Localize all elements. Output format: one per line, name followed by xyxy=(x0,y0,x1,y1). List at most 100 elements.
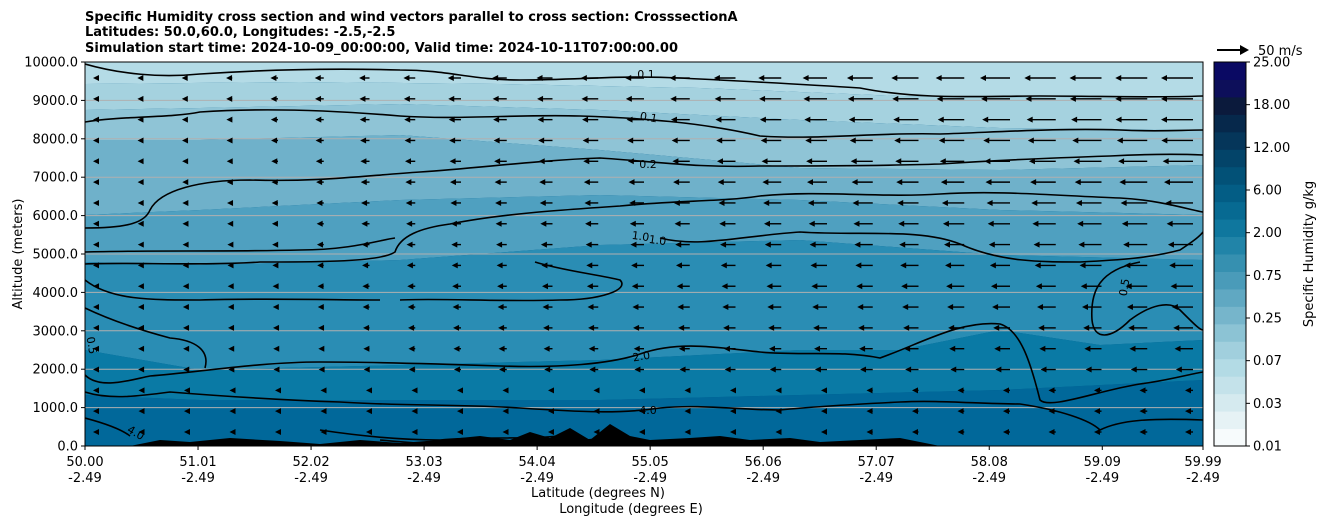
wind-arrow xyxy=(320,408,327,415)
colorbar-tick-label: 0.07 xyxy=(1253,354,1282,369)
wind-arrow xyxy=(453,366,461,373)
wind-arrow xyxy=(320,429,327,435)
colorbar-tick-label: 25.00 xyxy=(1253,56,1290,71)
wind-arrow xyxy=(1166,220,1193,227)
wind-arrow xyxy=(448,95,461,102)
quiver-key-label: 50 m/s xyxy=(1258,44,1303,59)
colorbar-segment xyxy=(1214,184,1246,203)
wind-arrow xyxy=(895,158,919,165)
plot-area: 0.10.10.21.01.00.50.52.04.04.0 xyxy=(85,62,1203,446)
wind-arrow xyxy=(93,408,99,415)
wind-arrow xyxy=(93,283,99,290)
x-tick-label-lon: -2.49 xyxy=(181,471,215,486)
wind-arrow xyxy=(492,75,507,81)
terrain xyxy=(130,424,940,446)
quiver-key: 50 m/s xyxy=(1217,44,1303,59)
wind-arrow xyxy=(761,158,782,165)
wind-arrow xyxy=(1139,408,1148,415)
wind-arrow xyxy=(639,429,645,435)
wind-arrow xyxy=(670,116,690,123)
wind-arrow xyxy=(227,262,234,269)
wind-arrow xyxy=(716,158,736,165)
wind-arrow xyxy=(1163,179,1193,186)
wind-arrow xyxy=(730,408,736,415)
wind-arrow xyxy=(627,137,644,144)
contour-line xyxy=(85,191,1203,265)
wind-arrow xyxy=(904,345,919,352)
wind-arrow xyxy=(593,408,600,415)
chart-title-line-3: Simulation start time: 2024-10-09_00:00:… xyxy=(85,41,678,56)
x-tick-label-lon: -2.49 xyxy=(520,471,554,486)
wind-arrow xyxy=(719,220,736,227)
wind-arrow xyxy=(541,262,553,269)
wind-arrow xyxy=(93,387,99,394)
wind-arrow xyxy=(935,75,965,81)
x-tick-label-lat: 50.00 xyxy=(66,455,103,470)
wind-arrow xyxy=(894,137,919,144)
wind-arrow xyxy=(813,324,827,331)
wind-arrow xyxy=(93,199,99,206)
wind-arrow xyxy=(359,75,370,81)
wind-arrow xyxy=(226,179,233,186)
wind-arrow xyxy=(938,137,965,144)
wind-arrow xyxy=(403,75,416,81)
wind-arrow xyxy=(898,220,919,227)
wind-arrow xyxy=(548,408,554,415)
contour-lines xyxy=(85,63,1203,446)
x-tick-label-lon: -2.49 xyxy=(972,471,1006,486)
wind-arrow xyxy=(1171,304,1193,311)
wind-arrow xyxy=(585,241,599,248)
wind-arrow xyxy=(673,199,690,206)
wind-arrow xyxy=(544,366,553,373)
wind-arrow xyxy=(1115,116,1148,123)
wind-arrow xyxy=(1128,324,1148,331)
wind-arrow xyxy=(493,137,507,144)
wind-arrow xyxy=(499,366,507,373)
wind-arrow xyxy=(497,304,507,311)
colorbar-label: Specific Humidity g/kg xyxy=(1302,181,1317,327)
wind-arrow xyxy=(901,283,919,290)
wind-arrow xyxy=(775,408,782,415)
contour-line xyxy=(85,109,1203,138)
wind-arrow xyxy=(1033,241,1056,248)
wind-arrow xyxy=(137,241,144,248)
wind-arrow xyxy=(315,137,324,144)
wind-arrow xyxy=(1121,220,1148,227)
wind-arrow xyxy=(942,220,965,227)
wind-arrow xyxy=(675,241,690,248)
wind-arrow xyxy=(1120,199,1148,206)
wind-arrow xyxy=(314,75,324,81)
wind-arrow xyxy=(229,429,236,435)
wind-arrow xyxy=(984,158,1010,165)
wind-arrow xyxy=(226,75,233,81)
wind-arrow xyxy=(448,116,461,123)
wind-arrow xyxy=(404,137,416,144)
x-tick-label-lat: 53.03 xyxy=(405,455,442,470)
wind-arrow xyxy=(317,262,324,269)
wind-arrow xyxy=(593,387,600,394)
wind-arrow xyxy=(676,283,690,290)
wind-arrow xyxy=(270,116,278,123)
humidity-band xyxy=(85,195,1203,265)
wind-arrow xyxy=(768,324,782,331)
wind-arrow xyxy=(181,75,188,81)
wind-arrow xyxy=(363,366,370,373)
wind-arrow xyxy=(227,199,234,206)
wind-arrow xyxy=(93,304,99,311)
wind-arrow xyxy=(494,158,507,165)
wind-arrow xyxy=(502,429,509,435)
colorbar-tick-label: 0.75 xyxy=(1253,269,1282,284)
wind-arrow xyxy=(93,345,99,352)
wind-arrow xyxy=(137,304,144,311)
wind-arrow xyxy=(1130,366,1148,373)
x-tick-label-lat: 59.99 xyxy=(1184,455,1221,470)
wind-arrow xyxy=(1003,429,1010,435)
wind-arrow xyxy=(537,95,553,102)
wind-arrow xyxy=(227,241,234,248)
wind-arrow xyxy=(493,116,507,123)
colorbar-tick-label: 0.25 xyxy=(1253,312,1282,327)
wind-arrow xyxy=(93,116,99,123)
wind-arrow xyxy=(812,304,827,311)
wind-arrow xyxy=(406,262,416,269)
y-tick-label: 0.0 xyxy=(57,440,78,455)
